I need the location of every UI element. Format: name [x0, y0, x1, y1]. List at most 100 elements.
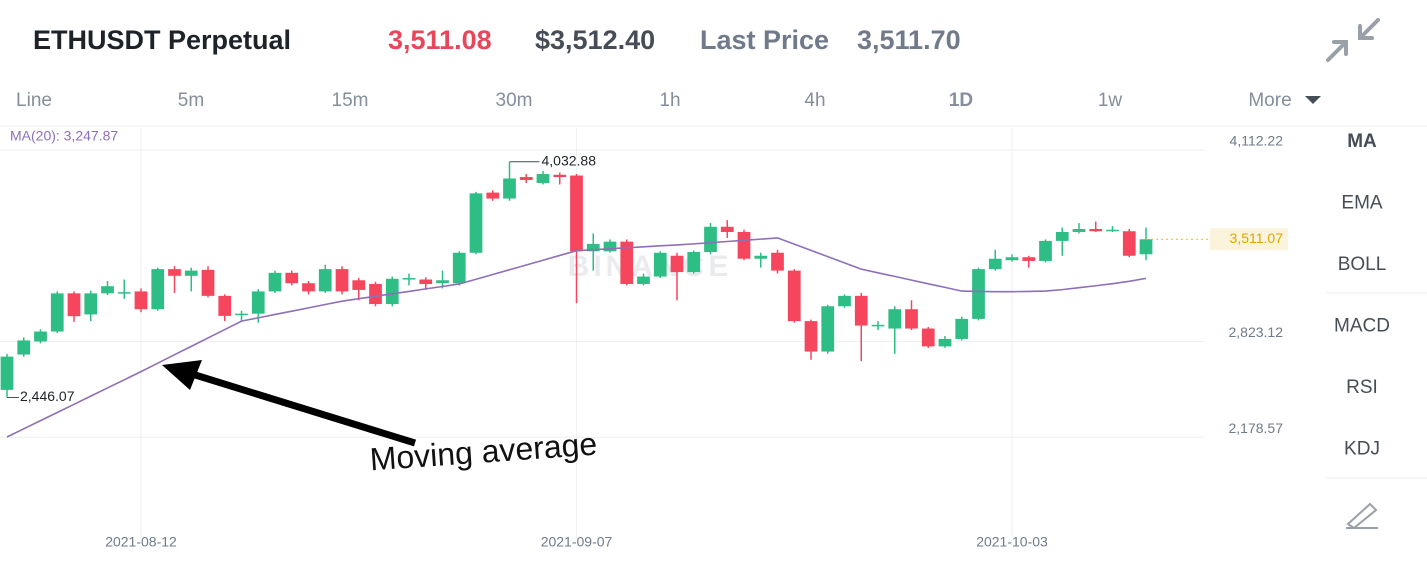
candle-body	[854, 295, 868, 326]
candle-body	[84, 293, 98, 315]
indicator-tab[interactable]: MACD	[1334, 316, 1390, 337]
candle-body	[637, 276, 650, 284]
candle-body	[1022, 257, 1036, 261]
candle-body	[486, 192, 500, 199]
interval-tab[interactable]: 4h	[804, 90, 825, 111]
candle-body	[335, 269, 349, 292]
indicator-panel: MA EMA BOLL MACD RSI KDJ	[1334, 131, 1390, 460]
interval-bar: Line 5m 15m 30m 1h 4h 1D 1w More	[16, 90, 1292, 111]
candle-body	[151, 269, 165, 310]
x-tick-label: 2021-08-12	[105, 534, 177, 550]
candle-body	[737, 231, 751, 259]
annotation-arrowhead	[162, 360, 202, 390]
candle-body	[972, 269, 985, 319]
interval-tab[interactable]: Line	[16, 90, 52, 111]
candle-body	[369, 283, 382, 305]
min-label: 2,446.07	[20, 388, 75, 404]
candle-body	[268, 272, 282, 292]
y-tick-label: 4,112.22	[1230, 133, 1284, 149]
more-arrow[interactable]	[1305, 96, 1321, 104]
candle-body	[452, 252, 466, 284]
candle-body	[235, 313, 248, 316]
collapse-icon[interactable]	[1326, 18, 1380, 62]
candle-body	[586, 243, 600, 252]
y-tick-label: 2,823.12	[1229, 324, 1284, 340]
plot-area	[0, 161, 1153, 438]
indicator-tab[interactable]: RSI	[1346, 377, 1378, 398]
candle-body	[905, 309, 918, 329]
last-price-value: 3,511.07	[1230, 230, 1284, 246]
draw-tool-icon[interactable]	[1346, 502, 1378, 530]
candle-body	[436, 280, 449, 284]
candle-body	[519, 177, 533, 180]
candle-body	[938, 338, 952, 347]
max-label: 4,032.88	[542, 152, 597, 168]
ma-line	[6, 237, 1147, 438]
candle-body	[302, 283, 315, 292]
indicator-tab[interactable]: BOLL	[1338, 254, 1387, 275]
candle-body	[871, 324, 885, 327]
candle-body	[34, 331, 47, 342]
x-tick-label: 2021-10-03	[976, 534, 1048, 550]
candle-body	[821, 306, 835, 352]
candle-body	[787, 270, 801, 322]
candle-body	[838, 295, 851, 307]
y-tick-label: 2,178.57	[1229, 420, 1284, 436]
candle-body	[117, 292, 131, 294]
x-tick-label: 2021-09-07	[541, 534, 613, 550]
candle-body	[570, 175, 583, 252]
candle-body	[67, 293, 81, 317]
candle-body	[218, 295, 232, 316]
candle-body	[603, 241, 617, 252]
candle-body	[134, 291, 148, 310]
candle-body	[687, 252, 701, 273]
candle-body	[101, 286, 114, 294]
chart: BINANCE MA(20): 3,247.87 4,112.22 2,823.12 2…	[0, 128, 1288, 550]
candle-body	[921, 328, 935, 347]
candle-body	[402, 278, 416, 280]
annotation-text: Moving average	[369, 426, 599, 478]
candle-body	[653, 252, 667, 277]
candle-body	[352, 280, 366, 290]
annotation: Moving average	[162, 360, 598, 477]
mark-price: $3,512.40	[535, 25, 655, 55]
candle-body	[168, 269, 181, 276]
price: 3,511.08	[388, 25, 492, 55]
interval-tab[interactable]: 15m	[332, 90, 369, 111]
candle-body	[771, 252, 784, 271]
interval-tab[interactable]: 1D	[949, 90, 973, 111]
indicator-tab[interactable]: MA	[1347, 131, 1377, 152]
candle-body	[1072, 229, 1086, 232]
candle-body	[1106, 229, 1119, 232]
candle-body	[318, 269, 332, 292]
candle-body	[754, 255, 768, 259]
candle-body	[17, 340, 31, 355]
interval-tab[interactable]: 1w	[1098, 90, 1123, 111]
candle-body	[553, 174, 567, 178]
indicator-tab[interactable]: KDJ	[1344, 439, 1380, 460]
candle-body	[670, 255, 684, 273]
candle-body	[469, 193, 483, 253]
interval-tab[interactable]: More	[1248, 90, 1291, 111]
ma-label: MA(20): 3,247.87	[10, 128, 118, 144]
candle-body	[888, 309, 902, 329]
indicator-tab[interactable]: EMA	[1341, 193, 1383, 214]
candle-body	[804, 321, 818, 352]
interval-tab[interactable]: 5m	[178, 90, 204, 111]
candle-body	[620, 241, 634, 284]
candle-body	[1139, 239, 1153, 255]
symbol: ETHUSDT Perpetual	[33, 25, 291, 55]
interval-tab[interactable]: 30m	[496, 90, 533, 111]
candle-body	[1122, 231, 1136, 256]
candle-body	[251, 291, 265, 314]
candle-body	[50, 293, 64, 332]
candle-body	[955, 318, 969, 339]
candle-body	[536, 174, 550, 183]
candle-body	[988, 258, 1002, 270]
candle-body	[720, 226, 734, 232]
candle-body	[1005, 257, 1019, 261]
candle-body	[0, 356, 14, 390]
candle-body	[1055, 231, 1069, 241]
interval-tab[interactable]: 1h	[659, 90, 680, 111]
